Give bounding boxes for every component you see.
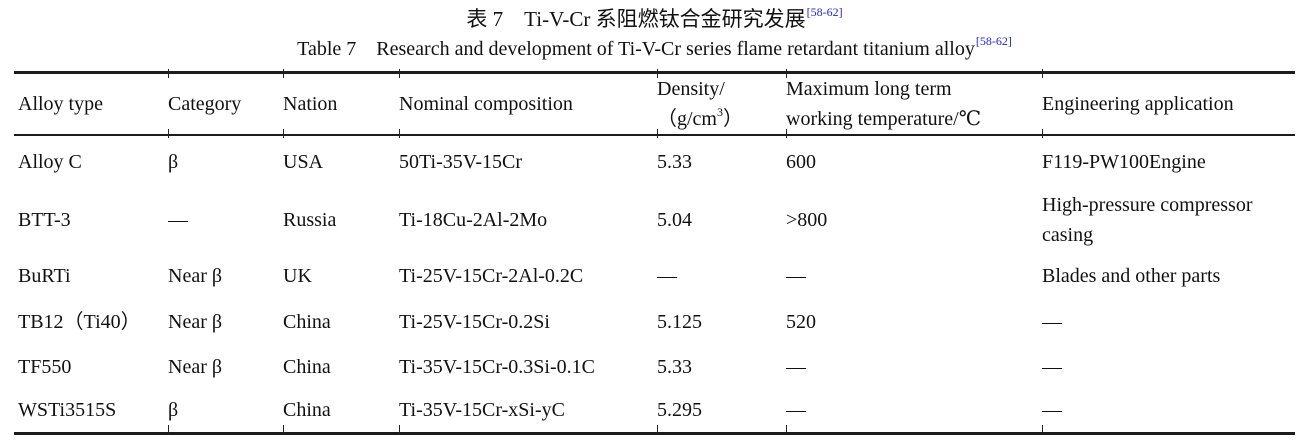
cell-density: 5.295 <box>657 399 702 422</box>
cell-max-temp: — <box>786 355 806 378</box>
cell-category: — <box>168 209 188 231</box>
col-header-alloy-type: Alloy type <box>18 93 103 115</box>
cell-alloy-type: BuRTi <box>18 265 71 287</box>
cell-alloy-type: TB12（Ti40） <box>18 310 141 333</box>
cell-density: 5.04 <box>657 209 692 231</box>
table-caption-zh: 表 7 Ti-V-Cr 系阻燃钛合金研究发展[58-62] <box>0 6 1309 32</box>
cell-application: F119-PW100Engine <box>1042 150 1206 173</box>
cell-composition: Ti-25V-15Cr-2Al-0.2C <box>399 265 584 287</box>
cell-density: 5.33 <box>657 355 692 378</box>
cell-alloy-type: WSTi3515S <box>18 399 117 422</box>
cell-nation: China <box>283 310 331 333</box>
col-header-max-temp: Maximum long term working temperature/℃ <box>786 78 982 130</box>
cell-density: 5.33 <box>657 150 692 173</box>
cell-composition: Ti-35V-15Cr-xSi-yC <box>399 399 565 422</box>
col-header-category: Category <box>168 93 242 115</box>
column-boundary-tick <box>168 69 169 78</box>
cell-max-temp: 600 <box>786 150 816 173</box>
column-boundary-tick <box>1042 129 1043 138</box>
table-row: TF550 Near β China Ti-35V-15Cr-0.3Si-0.1… <box>14 344 1295 389</box>
cell-density: — <box>657 265 677 287</box>
col-header-density: Density/（g/cm3） <box>657 78 743 130</box>
cell-category: Near β <box>168 355 223 378</box>
column-boundary-tick <box>399 129 400 138</box>
cell-max-temp: — <box>786 399 806 422</box>
column-boundary-tick <box>657 69 658 78</box>
column-boundary-tick <box>657 129 658 138</box>
table-row: BuRTi Near β UK Ti-25V-15Cr-2Al-0.2C — —… <box>14 253 1295 299</box>
cell-category: Near β <box>168 310 223 333</box>
cell-category: β <box>168 399 179 422</box>
column-boundary-tick <box>786 129 787 138</box>
cell-max-temp: >800 <box>786 209 828 231</box>
cell-application: High-pressure compressor casing <box>1042 194 1253 246</box>
alloy-table: Alloy type Category Nation Nominal compo… <box>14 71 1295 435</box>
cell-max-temp: 520 <box>786 310 816 333</box>
table-caption-en: Table 7 Research and development of Ti-V… <box>0 34 1309 62</box>
column-boundary-tick <box>283 425 284 434</box>
table-row: WSTi3515S β China Ti-35V-15Cr-xSi-yC 5.2… <box>14 389 1295 433</box>
col-header-nation: Nation <box>283 93 338 115</box>
column-boundary-tick <box>399 425 400 434</box>
cell-composition: Ti-25V-15Cr-0.2Si <box>399 310 550 333</box>
cell-composition: Ti-35V-15Cr-0.3Si-0.1C <box>399 355 595 378</box>
column-boundary-tick <box>283 69 284 78</box>
column-boundary-tick <box>786 425 787 434</box>
cell-alloy-type: TF550 <box>18 355 72 378</box>
cell-composition: 50Ti-35V-15Cr <box>399 150 522 173</box>
column-boundary-tick <box>1042 69 1043 78</box>
table-row: BTT-3 — Russia Ti-18Cu-2Al-2Mo 5.04 >800… <box>14 187 1295 253</box>
cell-density: 5.125 <box>657 310 702 333</box>
cell-nation: UK <box>283 265 312 287</box>
cell-nation: China <box>283 399 331 422</box>
cell-nation: USA <box>283 150 324 173</box>
table-row: Alloy C β USA 50Ti-35V-15Cr 5.33 600 F11… <box>14 135 1295 187</box>
cell-nation: Russia <box>283 209 337 231</box>
table-header-row: Alloy type Category Nation Nominal compo… <box>14 73 1295 135</box>
column-boundary-tick <box>1042 425 1043 434</box>
column-boundary-tick <box>657 425 658 434</box>
cell-category: Near β <box>168 265 223 287</box>
col-header-engineering-application: Engineering application <box>1042 93 1234 115</box>
citation-ref-zh: [58-62] <box>806 5 843 19</box>
citation-ref-en: [58-62] <box>975 34 1012 49</box>
cell-application: — <box>1042 355 1062 378</box>
cell-max-temp: — <box>786 265 806 287</box>
cell-alloy-type: Alloy C <box>18 150 82 173</box>
table-row: TB12（Ti40） Near β China Ti-25V-15Cr-0.2S… <box>14 299 1295 344</box>
cell-application: — <box>1042 399 1062 422</box>
column-boundary-tick <box>168 129 169 138</box>
cell-application: — <box>1042 310 1062 333</box>
cell-composition: Ti-18Cu-2Al-2Mo <box>399 209 548 231</box>
cell-category: β <box>168 150 179 173</box>
column-boundary-tick <box>168 425 169 434</box>
col-header-nominal-composition: Nominal composition <box>399 93 573 115</box>
superscript-3: 3 <box>717 105 723 120</box>
column-boundary-tick <box>786 69 787 78</box>
caption-en-text: Table 7 Research and development of Ti-V… <box>297 38 975 60</box>
cell-application: Blades and other parts <box>1042 265 1221 287</box>
column-boundary-tick <box>283 129 284 138</box>
cell-nation: China <box>283 355 331 378</box>
cell-alloy-type: BTT-3 <box>18 209 71 231</box>
column-boundary-tick <box>399 69 400 78</box>
caption-zh-text: 表 7 Ti-V-Cr 系阻燃钛合金研究发展 <box>466 7 806 31</box>
